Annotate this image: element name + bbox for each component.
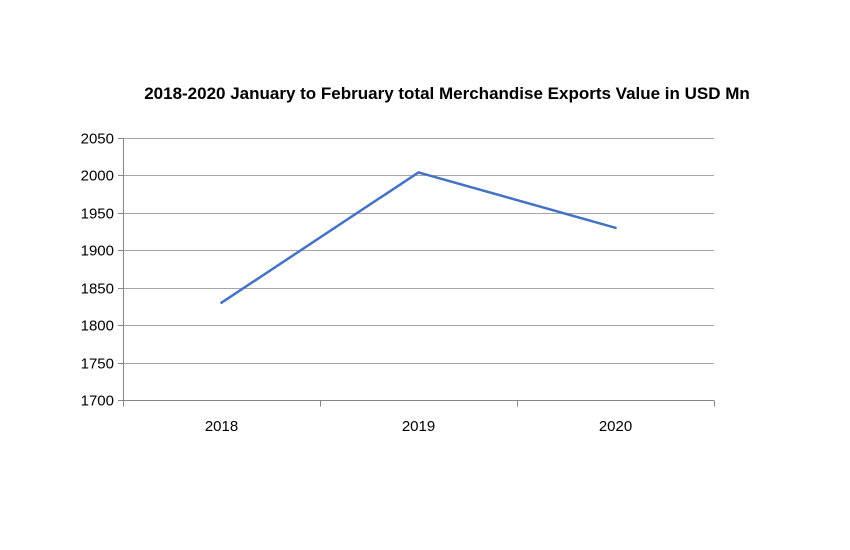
data-point	[220, 301, 223, 304]
y-tick-label: 2050	[81, 131, 114, 148]
y-tick-label: 1700	[81, 393, 114, 410]
data-point	[614, 226, 617, 229]
x-tick-label: 2018	[205, 418, 238, 435]
y-tick-label: 1750	[81, 356, 114, 373]
gridlines	[123, 138, 714, 364]
y-tick-label: 2000	[81, 168, 114, 185]
axes	[118, 138, 715, 407]
chart-title: 2018-2020 January to February total Merc…	[144, 84, 750, 103]
y-tick-label: 1800	[81, 318, 114, 335]
y-axis-tick-labels: 1700 1750 1800 1850 1900 1950 2000 2050	[81, 131, 114, 410]
y-tick-label: 1950	[81, 206, 114, 223]
x-axis-tick-labels: 2018 2019 2020	[205, 418, 632, 435]
y-tick-label: 1900	[81, 243, 114, 260]
x-tick-label: 2019	[402, 418, 435, 435]
series-lines	[220, 171, 617, 304]
data-point	[417, 171, 420, 174]
y-tick-label: 1850	[81, 281, 114, 298]
x-tick-label: 2020	[599, 418, 632, 435]
